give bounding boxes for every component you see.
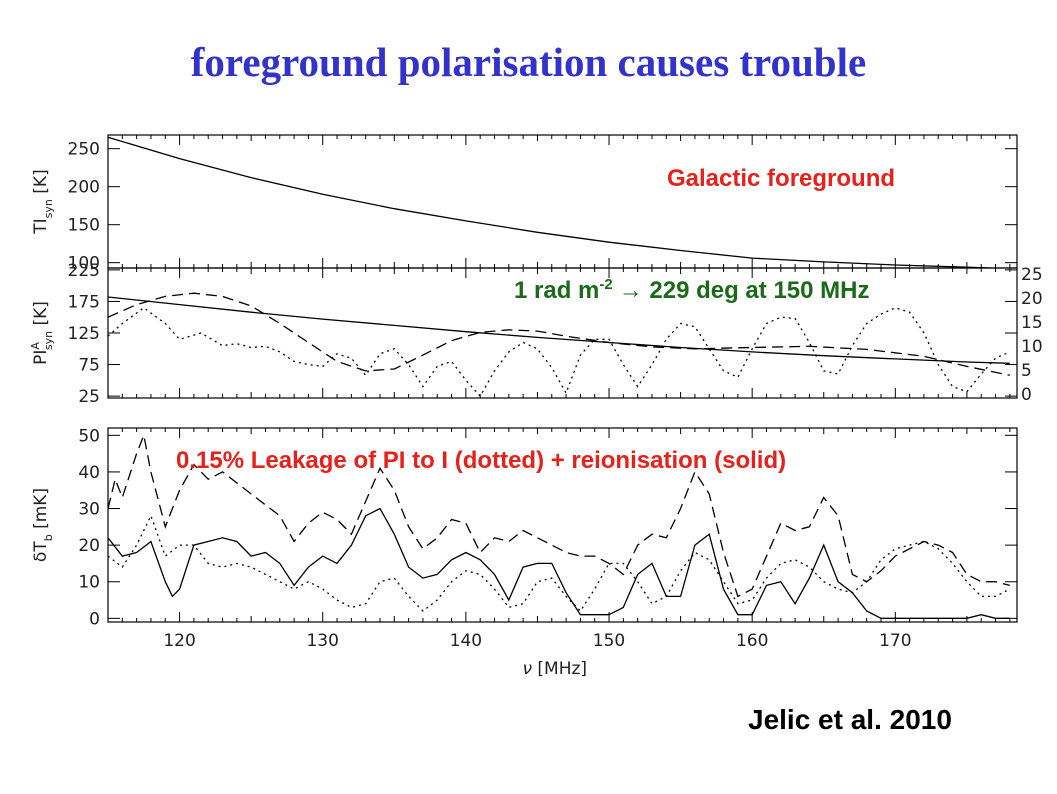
right-tick-label: 10 [1021,337,1043,357]
bottom-dotted-series [108,514,1011,613]
leakage-annotation: 0.15% Leakage of PI to I (dotted) + reio… [176,447,786,474]
y-tick-label: 0 [89,609,100,629]
bottom-dashed-series [108,432,1010,598]
y-axis-label: δTb [mK] [31,488,55,562]
middle-solid-series [108,296,1010,364]
y-tick-label: 10 [78,573,100,593]
x-tick-label: 160 [736,631,768,651]
x-axis-label: ν [MHz] [523,659,588,679]
right-tick-label: 15 [1021,313,1043,333]
middle-dashed-series [108,292,1010,376]
y-tick-label: 250 [68,140,100,160]
y-tick-label: 100 [68,254,100,274]
citation: Jelic et al. 2010 [748,704,952,735]
rotation-prefix: 1 rad m [514,277,599,304]
slide-title: foreground polarisation causes trouble [190,39,867,85]
middle-panel: 25 75 125 175 225 0 5 10 15 20 25 PIAsyn [K] [29,261,1043,407]
x-tick-label: 170 [879,631,911,651]
y-tick-label: 20 [78,536,100,556]
bottom-solid-series [108,507,1010,619]
top-frame [107,134,1018,269]
bottom-panel: 0 10 20 30 40 50 120 130 140 150 160 170 ν [MHz] δTb … [31,426,1018,679]
x-tick-label: 150 [593,631,625,651]
y-axis-label: TIsyn [K] [31,169,55,234]
x-tick-label: 140 [450,631,482,651]
annotations: Galactic foreground 1 rad m-2 → 229 deg a… [176,165,895,474]
galactic-annotation: Galactic foreground [667,165,895,192]
right-tick-label: 5 [1021,361,1032,381]
y-tick-label: 125 [68,324,100,344]
x-tick-label: 120 [163,631,195,651]
y-tick-label: 30 [78,500,100,520]
top-solid-series [108,136,1006,268]
y-tick-label: 25 [78,387,100,407]
right-tick-label: 20 [1021,289,1043,309]
right-tick-label: 0 [1021,385,1032,405]
rotation-suffix: 229 deg at 150 MHz [643,277,870,304]
y-tick-label: 225 [68,261,100,281]
x-tick-label: 130 [306,631,338,651]
rotation-annotation: 1 rad m-2 → 229 deg at 150 MHz [514,276,869,304]
y-tick-label: 150 [68,216,100,236]
right-tick-label: 25 [1021,265,1043,285]
rotation-arrow: → [619,277,643,304]
y-tick-label: 175 [68,292,100,312]
rotation-exponent: -2 [599,276,612,293]
middle-dotted-series [108,306,1011,398]
top-panel: 100 150 200 250 TIsyn [K] [31,134,1018,274]
y-tick-label: 50 [78,426,100,446]
y-tick-label: 40 [78,463,100,483]
y-tick-label: 200 [68,178,100,198]
y-tick-label: 75 [78,356,100,376]
y-axis-label: PIAsyn [K] [29,301,55,365]
bottom-frame [107,427,1018,623]
